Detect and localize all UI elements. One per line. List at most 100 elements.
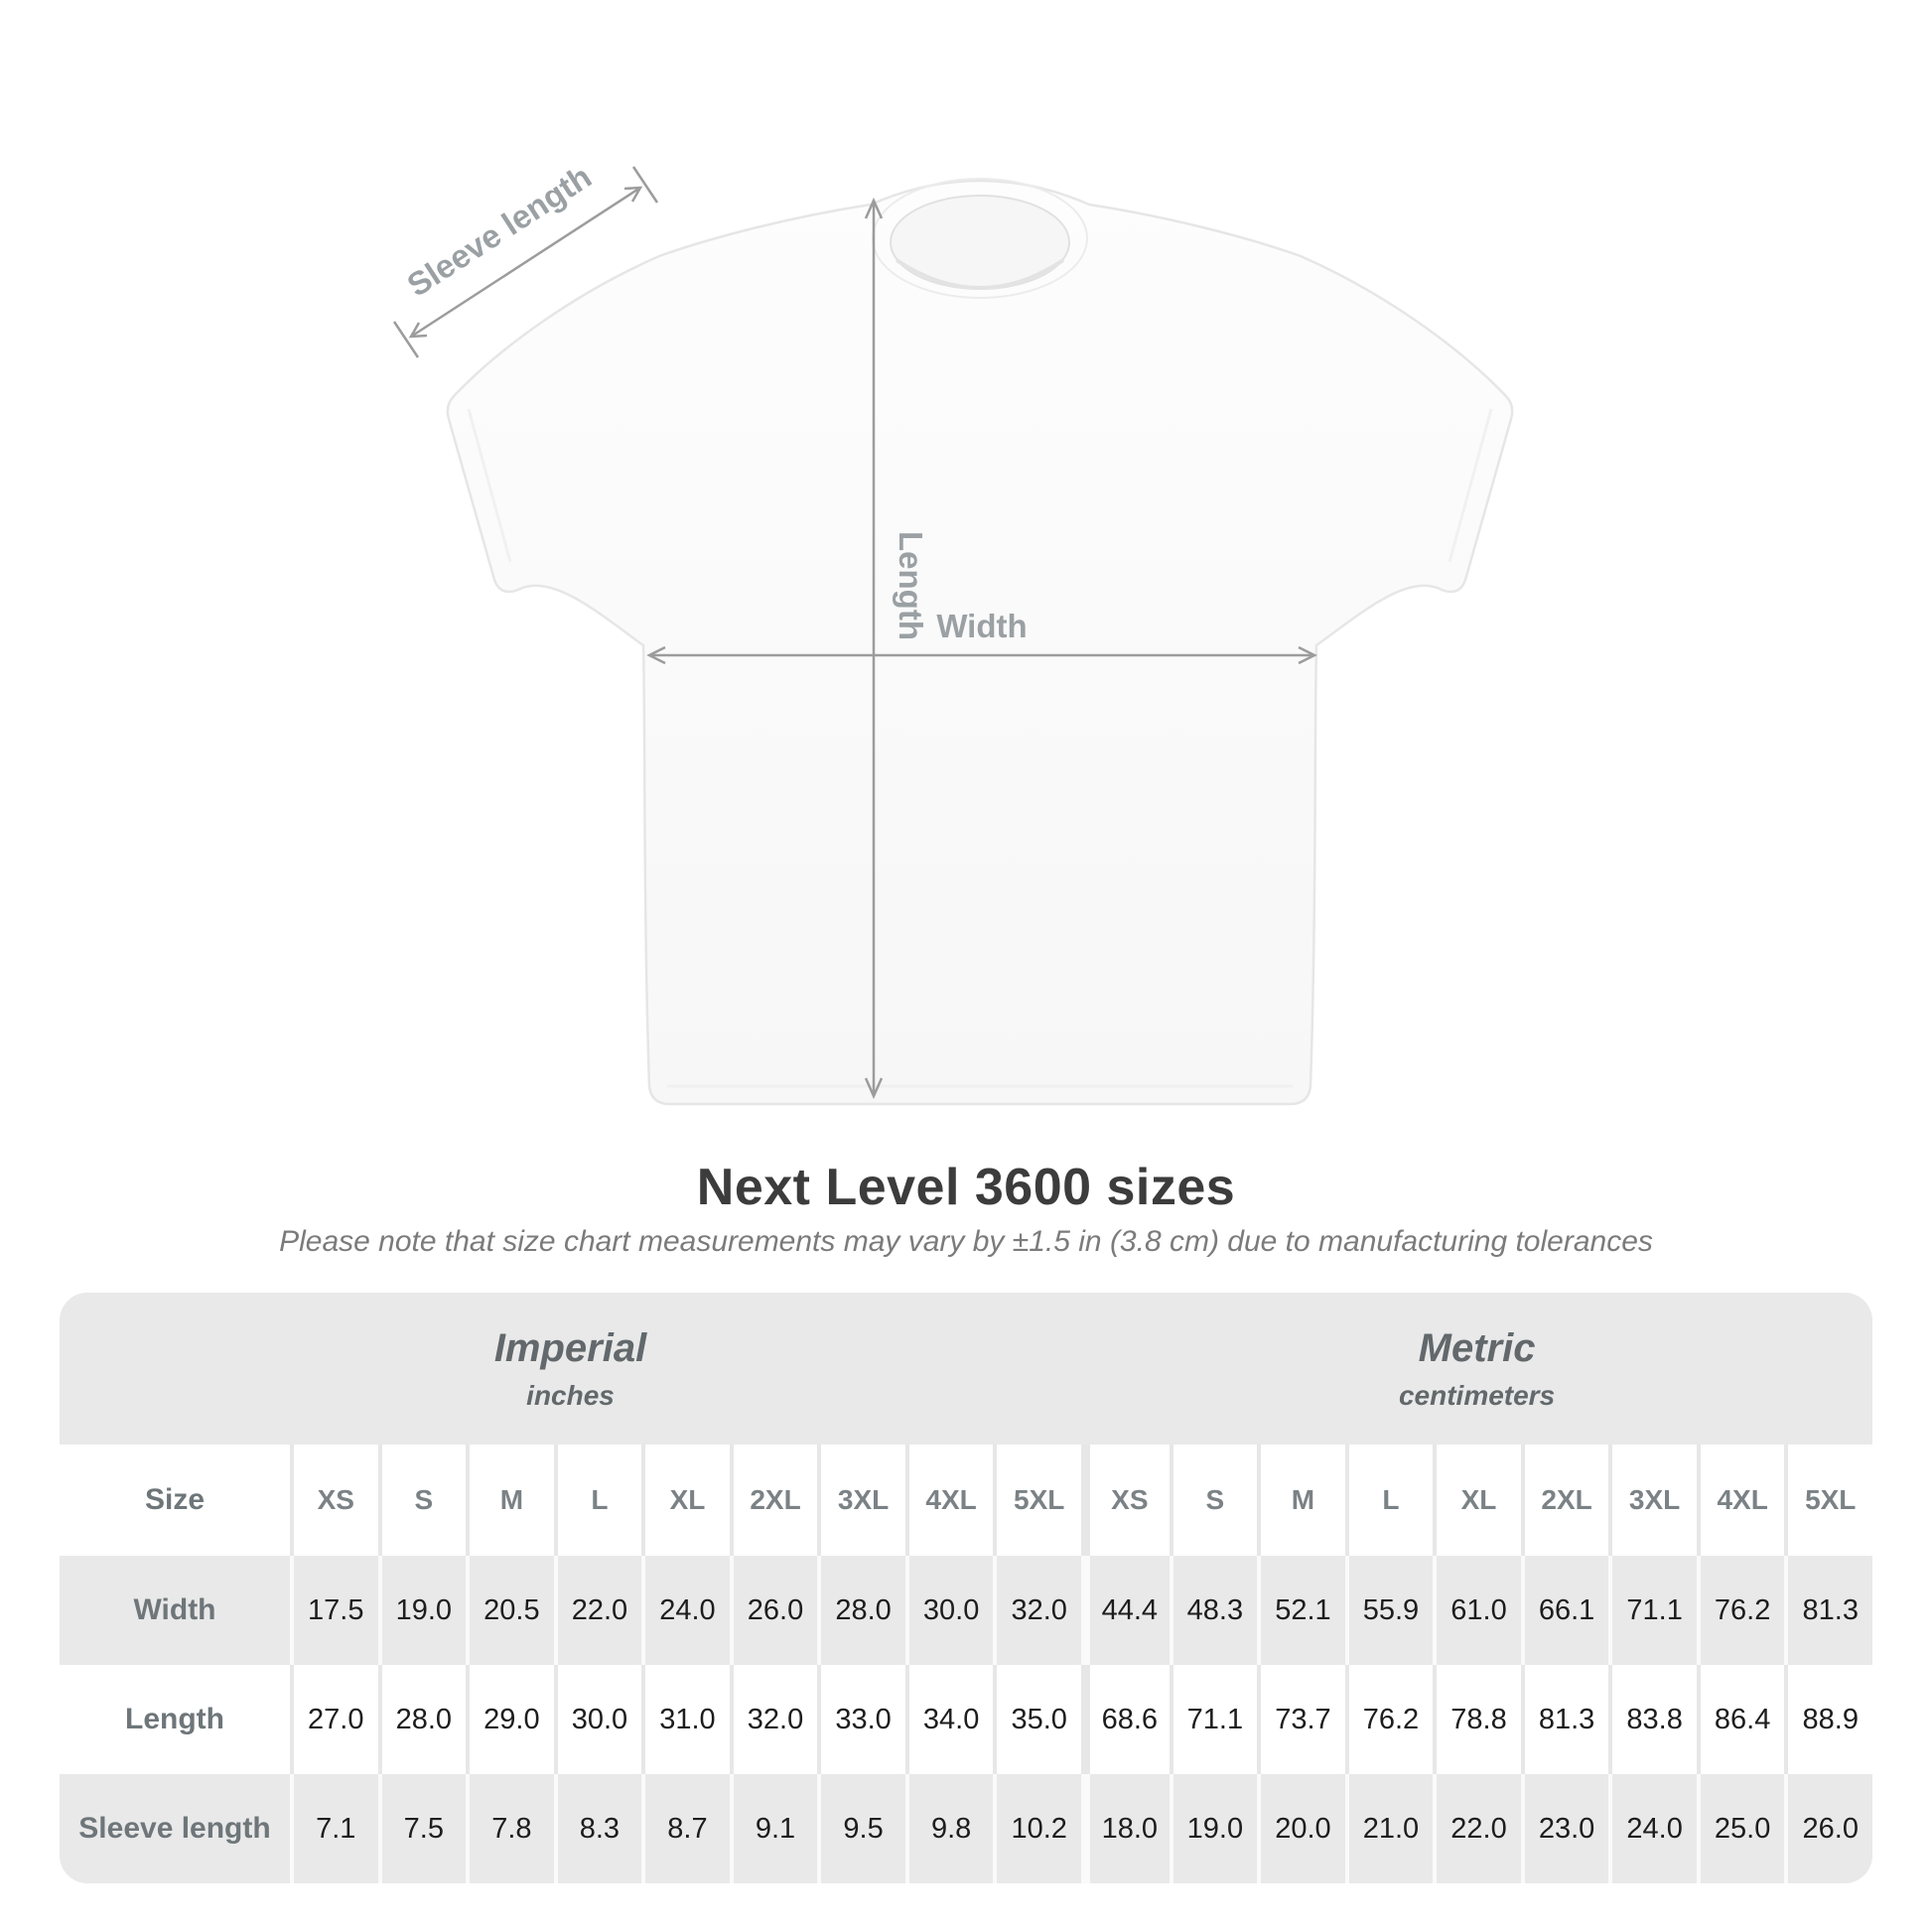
- length-arrow: [864, 197, 884, 1100]
- value-cell-imperial-s: 7.5: [377, 1774, 467, 1883]
- value-cell-imperial-xl: 8.7: [641, 1774, 730, 1883]
- size-header-metric-3xl: 3XL: [1608, 1445, 1697, 1556]
- value-cell-imperial-xl: 24.0: [641, 1556, 730, 1665]
- value-cell-metric-m: 52.1: [1257, 1556, 1345, 1665]
- size-header-imperial-2xl: 2XL: [729, 1445, 818, 1556]
- tshirt-diagram: Sleeve length Length Width: [392, 158, 1514, 1106]
- metric-header: Metric centimeters: [1081, 1293, 1873, 1445]
- value-cell-imperial-m: 29.0: [466, 1665, 554, 1774]
- row-label: Width: [60, 1556, 290, 1665]
- value-cell-imperial-5xl: 35.0: [993, 1665, 1081, 1774]
- collar-opening: [890, 195, 1070, 290]
- measure-row-length: Length 27.0 28.0 29.0 30.0 31.0 32.0 33.0 34.0 35…: [60, 1665, 1873, 1774]
- size-header-metric-l: L: [1344, 1445, 1434, 1556]
- value-cell-metric-l: 21.0: [1344, 1774, 1434, 1883]
- value-cell-metric-s: 19.0: [1169, 1774, 1258, 1883]
- tshirt-shape: [446, 178, 1514, 1106]
- value-cell-metric-s: 48.3: [1169, 1556, 1258, 1665]
- value-cell-metric-m: 20.0: [1257, 1774, 1345, 1883]
- row-label: Sleeve length: [60, 1774, 290, 1883]
- size-header-metric-xs: XS: [1081, 1445, 1170, 1556]
- neckline-seam: [895, 258, 1065, 290]
- value-cell-imperial-4xl: 30.0: [904, 1556, 994, 1665]
- page-subtitle: Please note that size chart measurements…: [279, 1225, 1653, 1258]
- size-header-metric-2xl: 2XL: [1520, 1445, 1609, 1556]
- width-arrow: [646, 645, 1317, 665]
- value-cell-imperial-xs: 17.5: [290, 1556, 378, 1665]
- value-cell-imperial-4xl: 9.8: [904, 1774, 994, 1883]
- value-cell-imperial-l: 30.0: [553, 1665, 642, 1774]
- row-label: Length: [125, 1703, 224, 1735]
- value-cell-imperial-s: 28.0: [377, 1665, 467, 1774]
- page-title: Next Level 3600 sizes: [696, 1159, 1236, 1216]
- value-cell-imperial-l: 22.0: [553, 1556, 642, 1665]
- value-cell-imperial-xs: 27.0: [290, 1665, 378, 1774]
- metric-unit: centimeters: [1398, 1379, 1556, 1411]
- size-header-metric-4xl: 4XL: [1696, 1445, 1785, 1556]
- value-cell-metric-l: 76.2: [1344, 1665, 1434, 1774]
- value-cell-imperial-3xl: 33.0: [817, 1665, 905, 1774]
- value-cell-imperial-3xl: 9.5: [817, 1774, 905, 1883]
- size-chart-table: Imperial inches Metric centimeters Size …: [60, 1293, 1873, 1883]
- size-header-imperial-s: S: [377, 1445, 467, 1556]
- left-cuff-seam: [467, 408, 512, 563]
- length-label: Length: [893, 531, 929, 640]
- value-cell-metric-3xl: 24.0: [1608, 1774, 1697, 1883]
- value-cell-imperial-s: 19.0: [377, 1556, 467, 1665]
- value-cell-metric-2xl: 81.3: [1520, 1665, 1609, 1774]
- value-cell-imperial-5xl: 10.2: [993, 1774, 1082, 1883]
- size-header-imperial-xs: XS: [290, 1445, 378, 1556]
- value-cell-metric-l: 55.9: [1344, 1556, 1434, 1665]
- value-cell-metric-xs: 68.6: [1081, 1665, 1170, 1774]
- size-header-metric-xl: XL: [1433, 1445, 1521, 1556]
- measure-row-sleeve-length: Sleeve length 7.1 7.5 7.8 8.3 8.7 9.1 9.5 9.8 10.…: [60, 1774, 1873, 1883]
- size-header-imperial-5xl: 5XL: [993, 1445, 1081, 1556]
- sleeve-length-arrow: [392, 166, 659, 358]
- value-cell-imperial-2xl: 32.0: [729, 1665, 818, 1774]
- units-header-row: Imperial inches Metric centimeters: [60, 1293, 1873, 1445]
- sizes-header-row: Size XS S M L XL 2XL 3XL 4XL 5XL XS S M L XL 2XL 3XL 4XL…: [60, 1445, 1873, 1556]
- size-header-metric-m: M: [1257, 1445, 1345, 1556]
- value-cell-metric-xl: 78.8: [1433, 1665, 1521, 1774]
- size-header-imperial-3xl: 3XL: [817, 1445, 905, 1556]
- value-cell-imperial-m: 20.5: [466, 1556, 554, 1665]
- metric-title: Metric: [1418, 1325, 1536, 1370]
- width-label: Width: [936, 608, 1027, 644]
- value-cell-metric-2xl: 66.1: [1520, 1556, 1609, 1665]
- value-cell-metric-xl: 22.0: [1433, 1774, 1521, 1883]
- value-cell-imperial-4xl: 34.0: [904, 1665, 994, 1774]
- dimension-lines: [392, 166, 1317, 1100]
- value-cell-metric-2xl: 23.0: [1520, 1774, 1609, 1883]
- value-cell-metric-xs: 18.0: [1081, 1774, 1170, 1883]
- imperial-header: Imperial inches: [60, 1293, 1082, 1445]
- value-cell-imperial-2xl: 26.0: [729, 1556, 818, 1665]
- sleeve-length-label: Sleeve length: [400, 158, 598, 304]
- value-cell-metric-4xl: 76.2: [1696, 1556, 1785, 1665]
- value-cell-imperial-3xl: 28.0: [817, 1556, 905, 1665]
- value-cell-metric-xs: 44.4: [1081, 1556, 1170, 1665]
- value-cell-metric-5xl: 26.0: [1784, 1774, 1873, 1883]
- value-cell-imperial-xl: 31.0: [641, 1665, 730, 1774]
- value-cell-metric-5xl: 88.9: [1784, 1665, 1872, 1774]
- right-cuff-seam: [1448, 408, 1493, 563]
- imperial-title: Imperial: [493, 1325, 647, 1370]
- measure-row-width: Width 17.5 19.0 20.5 22.0 24.0 26.0 28.0 30.0 32.…: [60, 1556, 1873, 1665]
- value-cell-metric-s: 71.1: [1169, 1665, 1258, 1774]
- imperial-unit: inches: [526, 1379, 615, 1411]
- value-cell-metric-4xl: 25.0: [1696, 1774, 1785, 1883]
- size-header-imperial-4xl: 4XL: [904, 1445, 994, 1556]
- value-cell-metric-xl: 61.0: [1433, 1556, 1521, 1665]
- size-header-metric-s: S: [1169, 1445, 1258, 1556]
- size-column-label: Size: [144, 1483, 206, 1516]
- value-cell-imperial-xs: 7.1: [290, 1774, 378, 1883]
- value-cell-imperial-5xl: 32.0: [993, 1556, 1082, 1665]
- size-header-metric-5xl: 5XL: [1784, 1445, 1872, 1556]
- value-cell-metric-m: 73.7: [1257, 1665, 1345, 1774]
- value-cell-metric-5xl: 81.3: [1784, 1556, 1873, 1665]
- size-header-imperial-l: L: [553, 1445, 642, 1556]
- size-header-imperial-xl: XL: [641, 1445, 730, 1556]
- value-cell-imperial-m: 7.8: [466, 1774, 554, 1883]
- value-cell-imperial-2xl: 9.1: [729, 1774, 818, 1883]
- size-header-imperial-m: M: [466, 1445, 554, 1556]
